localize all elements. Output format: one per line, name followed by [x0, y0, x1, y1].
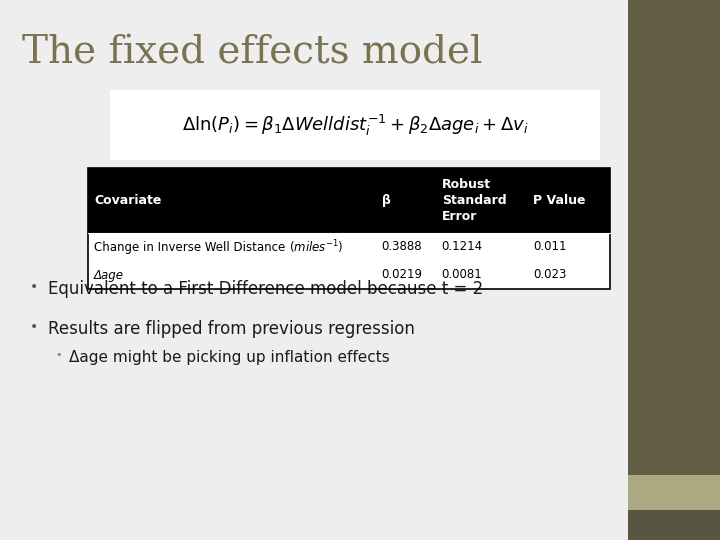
Bar	[88, 233, 610, 261]
Text: Results are flipped from previous regression: Results are flipped from previous regres…	[48, 320, 415, 338]
Text: 0.3888: 0.3888	[382, 240, 423, 253]
Bar	[628, 475, 720, 510]
Bar	[88, 168, 610, 289]
Text: P Value: P Value	[533, 194, 585, 207]
Bar	[88, 168, 610, 233]
Text: Δage: Δage	[94, 268, 124, 281]
Text: 0.1214: 0.1214	[442, 240, 483, 253]
Text: Robust
Standard
Error: Robust Standard Error	[442, 178, 506, 223]
Text: Change in Inverse Well Distance: Change in Inverse Well Distance	[94, 240, 289, 253]
Bar	[88, 261, 610, 289]
Text: 0.0219: 0.0219	[382, 268, 423, 281]
Bar	[628, 0, 720, 475]
Text: The fixed effects model: The fixed effects model	[22, 35, 482, 72]
Bar	[628, 510, 720, 540]
Text: Covariate: Covariate	[94, 194, 161, 207]
Bar	[110, 90, 600, 160]
Text: Equivalent to a First Difference model because t = 2: Equivalent to a First Difference model b…	[48, 280, 483, 298]
Text: 0.011: 0.011	[533, 240, 567, 253]
Text: •: •	[55, 350, 61, 360]
Text: $(miles^{-1})$: $(miles^{-1})$	[289, 238, 343, 256]
Text: 0.0081: 0.0081	[442, 268, 482, 281]
Text: Δage might be picking up inflation effects: Δage might be picking up inflation effec…	[69, 350, 390, 365]
Text: β: β	[382, 194, 390, 207]
Text: $\Delta \ln(P_i) = \beta_1 \Delta Welldist_i^{-1} + \beta_2 \Delta age_i + \Delt: $\Delta \ln(P_i) = \beta_1 \Delta Welldi…	[181, 112, 528, 138]
Text: •: •	[30, 280, 38, 294]
Text: •: •	[30, 320, 38, 334]
Text: 0.023: 0.023	[533, 268, 567, 281]
